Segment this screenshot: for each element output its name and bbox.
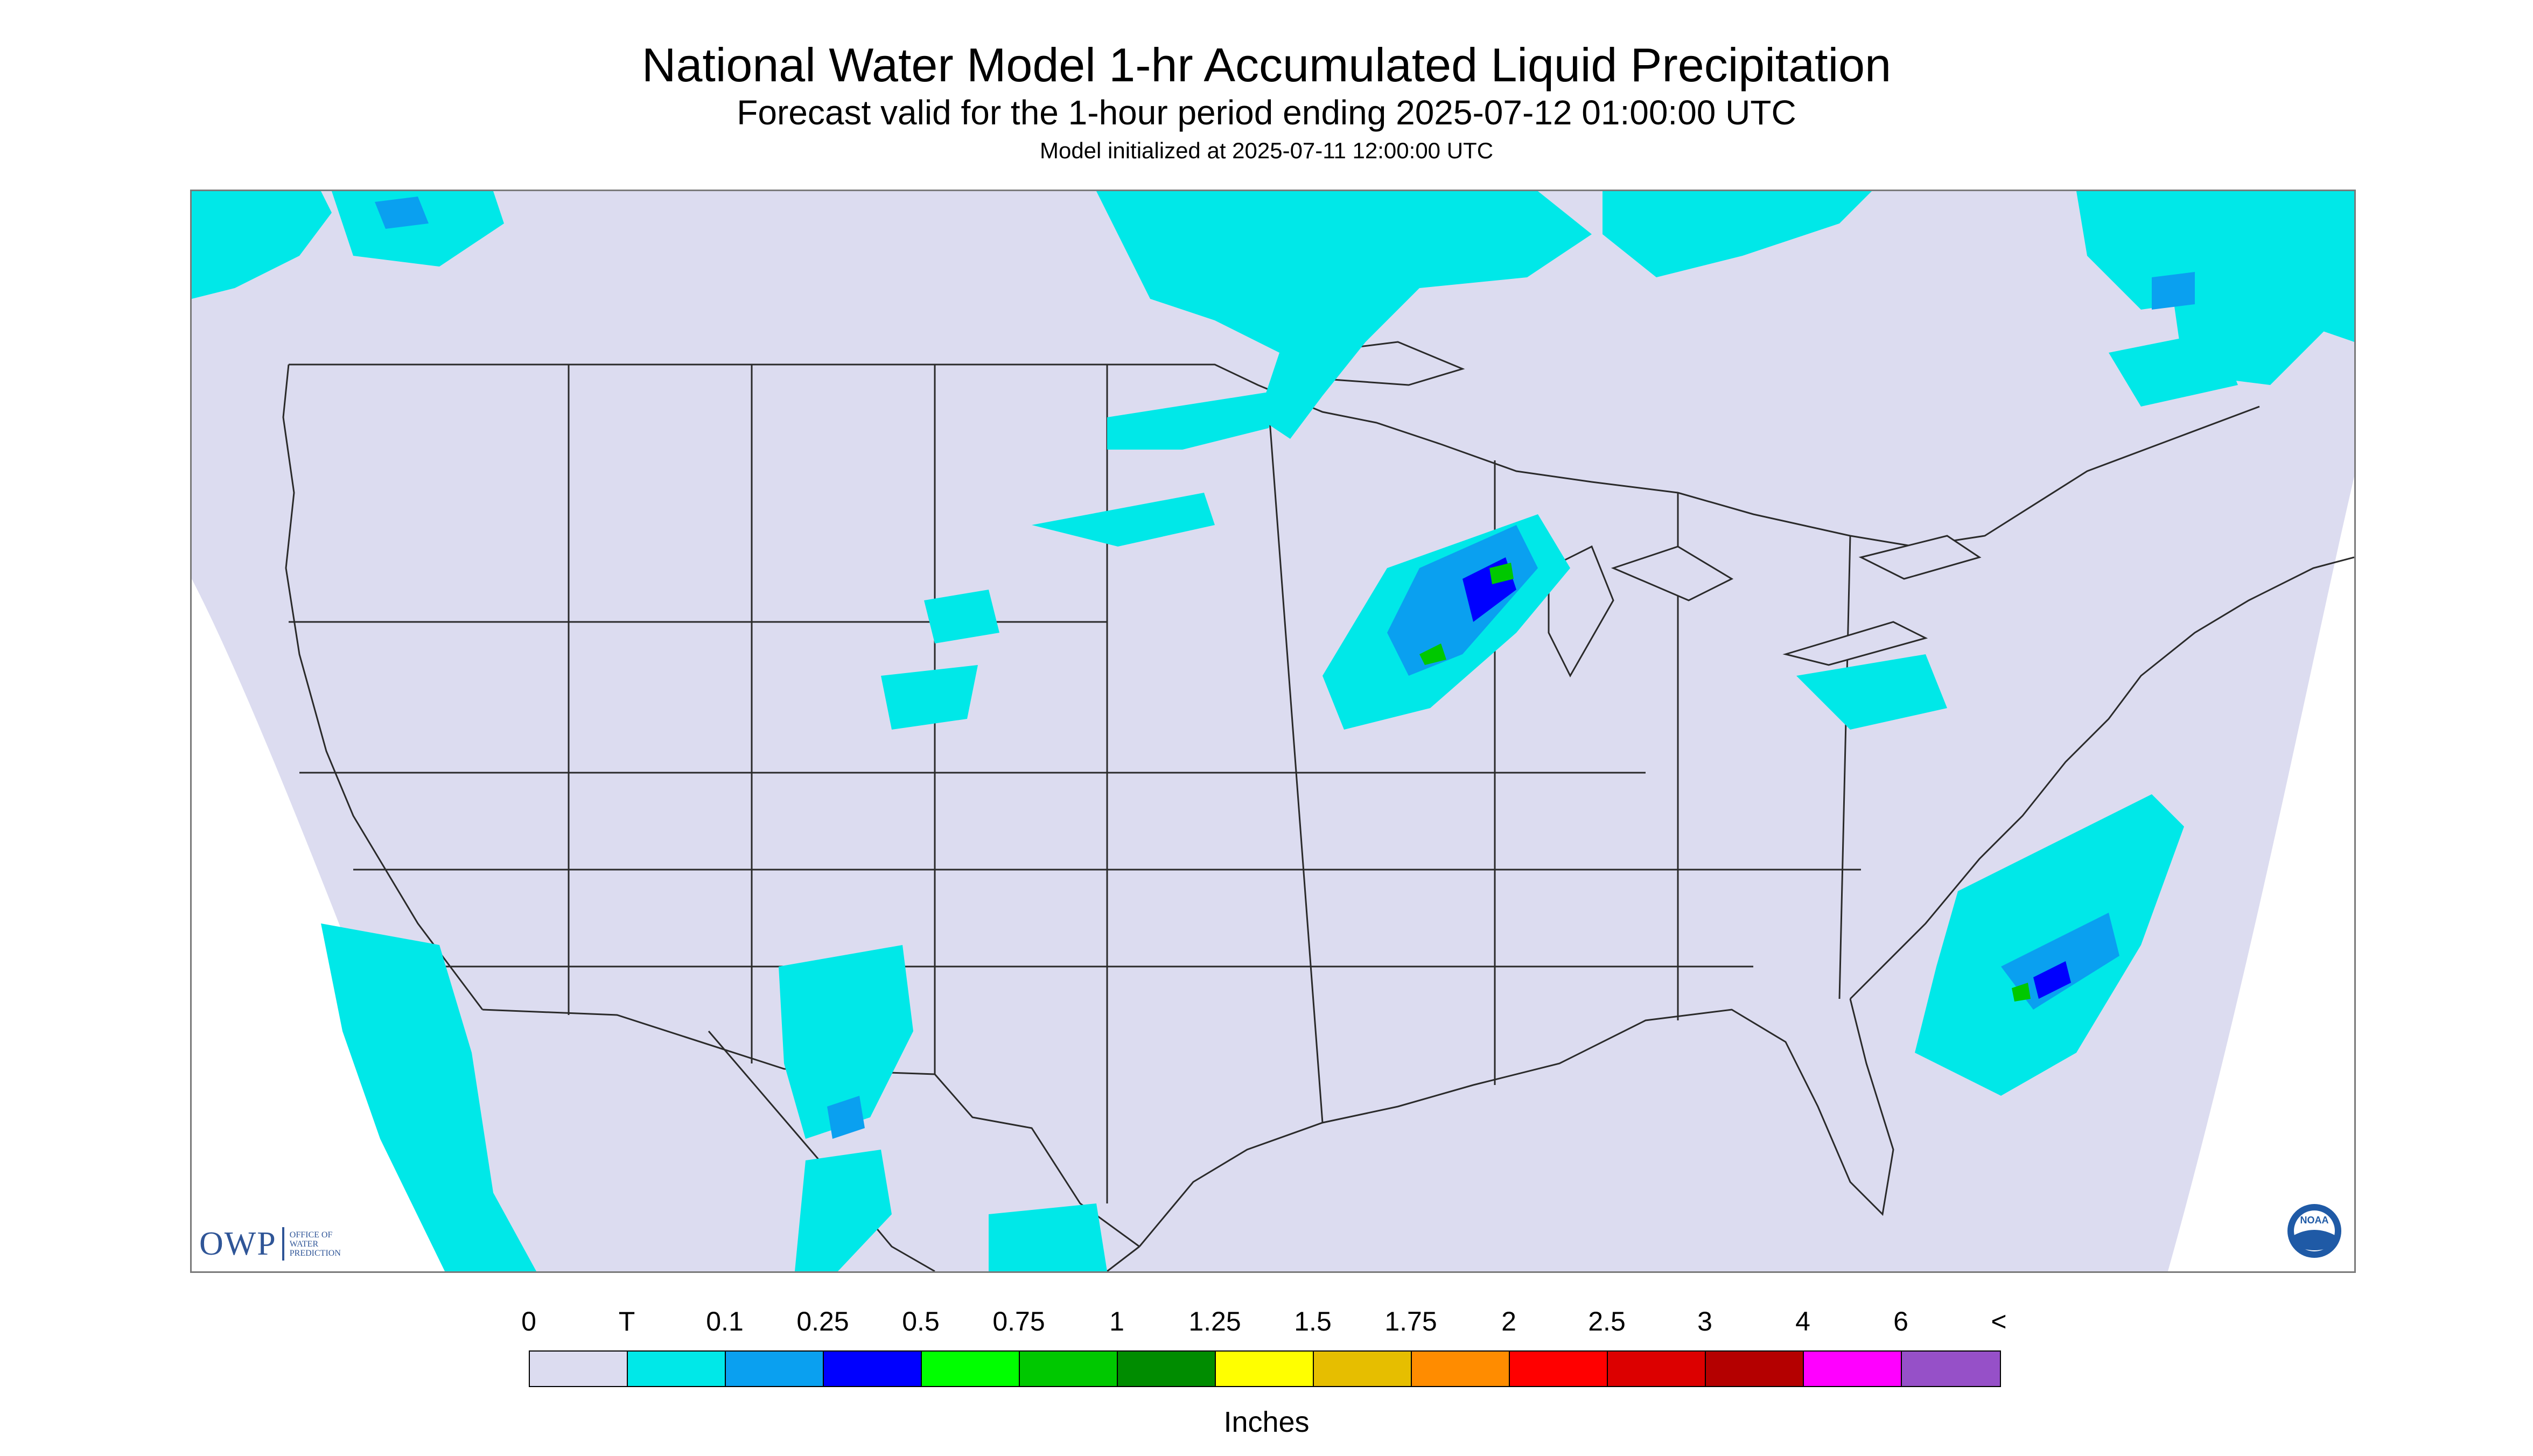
owp-logo: OWP OFFICE OF WATER PREDICTION	[199, 1222, 341, 1265]
legend-swatch-13	[1804, 1352, 1902, 1386]
legend-tick: 6	[1893, 1306, 1908, 1336]
noaa-logo: NOAA	[2287, 1204, 2341, 1258]
owp-logo-separator	[282, 1227, 284, 1261]
legend-tick: 2.5	[1588, 1306, 1626, 1336]
legend-swatch-9	[1412, 1352, 1510, 1386]
legend-swatch-4	[922, 1352, 1020, 1386]
legend-color-bar	[529, 1350, 2001, 1387]
model-init-line: Model initialized at 2025-07-11 12:00:00…	[1039, 138, 1494, 163]
legend-swatch-7	[1216, 1352, 1314, 1386]
legend-swatch-6	[1118, 1352, 1216, 1386]
legend-swatch-8	[1314, 1352, 1412, 1386]
legend-swatch-12	[1706, 1352, 1804, 1386]
legend-tick: 1	[1109, 1306, 1124, 1336]
owp-logo-text: OWP	[199, 1225, 277, 1262]
legend-swatch-10	[1510, 1352, 1608, 1386]
map-title: National Water Model 1-hr Accumulated Li…	[641, 38, 1892, 92]
legend-tick: 1.5	[1294, 1306, 1332, 1336]
precipitation-map	[190, 190, 2356, 1273]
map-canvas	[192, 191, 2354, 1271]
legend-tick: 0.25	[796, 1306, 849, 1336]
legend-tick: 3	[1697, 1306, 1712, 1336]
legend-tick: 0	[521, 1306, 536, 1336]
legend-tick: 4	[1795, 1306, 1810, 1336]
legend-swatch-14	[1902, 1352, 2000, 1386]
precip-green-cells	[1419, 563, 2031, 1002]
legend-tick: 0.1	[706, 1306, 744, 1336]
svg-text:NOAA: NOAA	[2300, 1215, 2329, 1226]
owp-logo-subtext: OFFICE OF WATER PREDICTION	[289, 1230, 341, 1258]
legend-tick: 2	[1501, 1306, 1516, 1336]
great-lakes	[1310, 341, 1982, 678]
legend-tick: 0.5	[902, 1306, 940, 1336]
legend-tick: <	[1991, 1306, 2007, 1336]
legend-tick: 0.75	[992, 1306, 1045, 1336]
legend-swatch-1	[628, 1352, 726, 1386]
legend-swatch-3	[824, 1352, 922, 1386]
legend-tick: 1.25	[1188, 1306, 1241, 1336]
model-domain	[192, 191, 2354, 1271]
legend-units-label: Inches	[1223, 1406, 1310, 1438]
map-subtitle: Forecast valid for the 1-hour period end…	[737, 93, 1796, 132]
legend-swatch-11	[1608, 1352, 1706, 1386]
legend-swatch-2	[726, 1352, 824, 1386]
legend-swatch-0	[530, 1352, 628, 1386]
legend-swatch-5	[1020, 1352, 1118, 1386]
legend-tick: 1.75	[1384, 1306, 1437, 1336]
boundary-lines	[282, 363, 2354, 1271]
legend-tick: T	[618, 1306, 635, 1336]
legend-tick-labels: 0 T 0.1 0.25 0.5 0.75 1 1.25 1.5 1.75 2 2.5 3 4 6 <	[0, 1306, 2533, 1338]
